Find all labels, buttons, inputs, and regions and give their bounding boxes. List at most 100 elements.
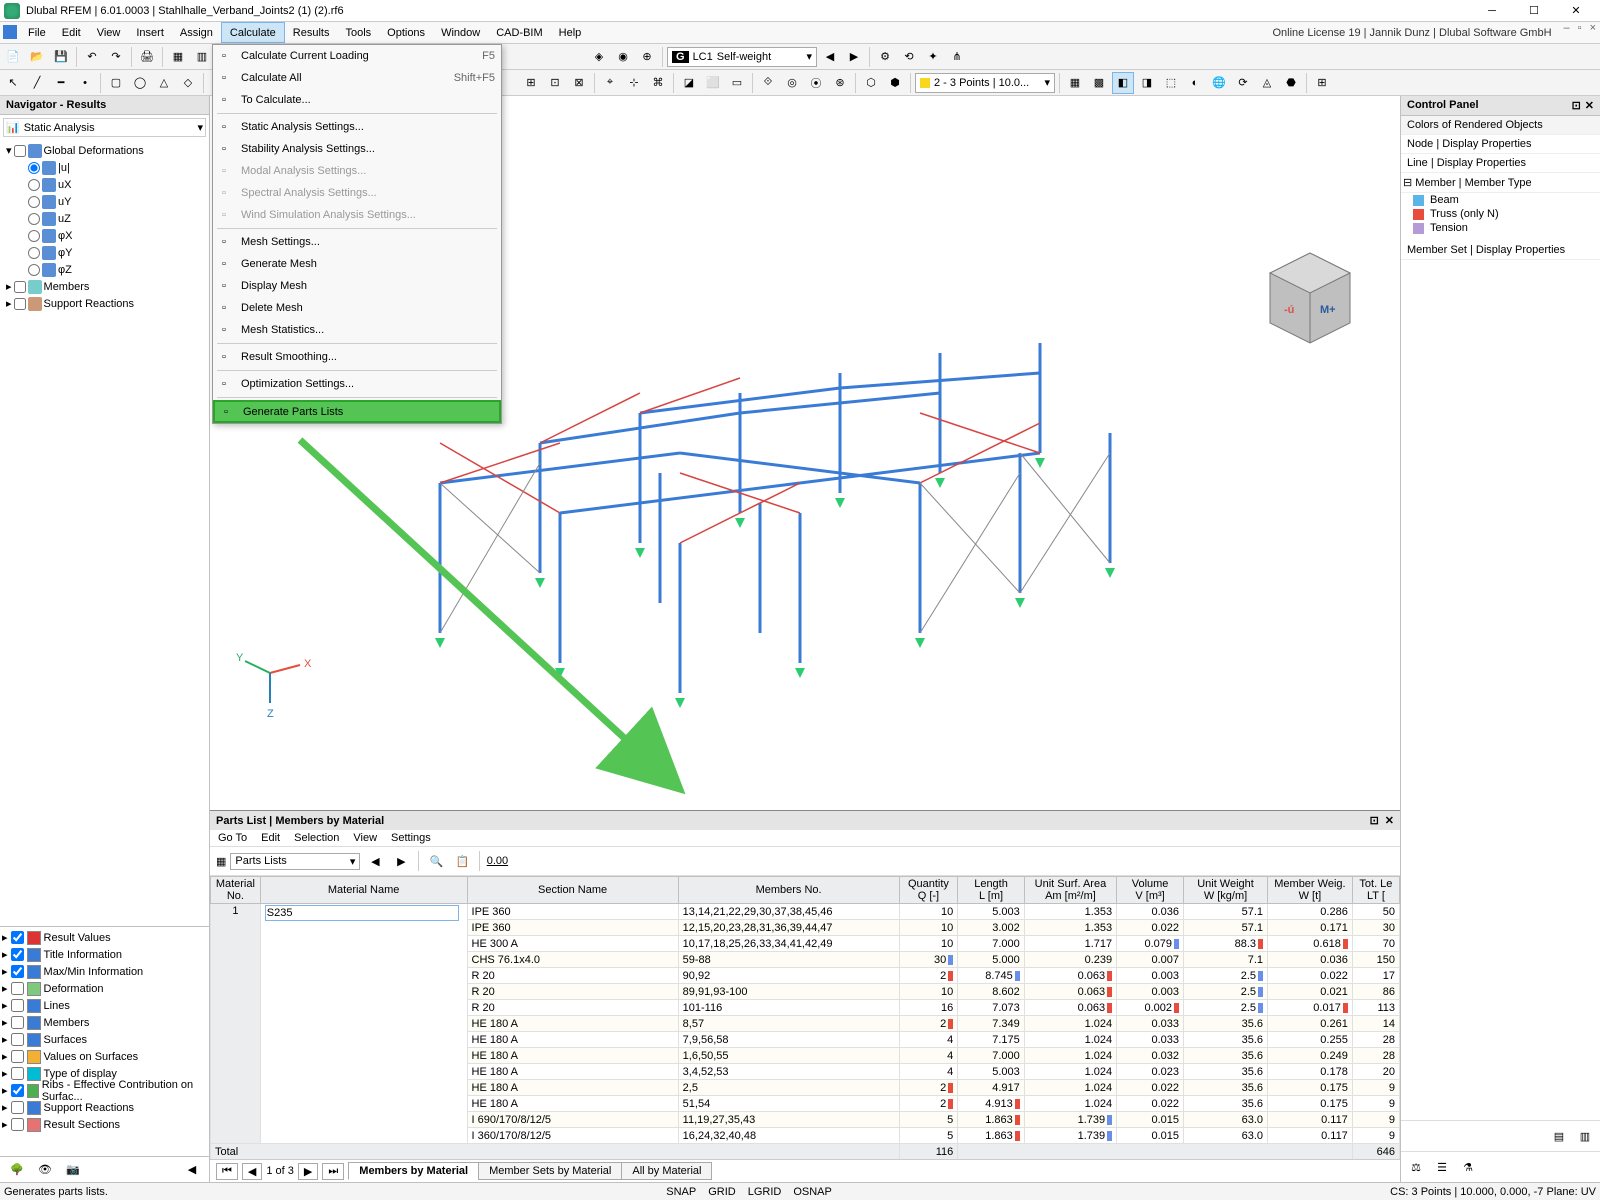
nav-option-deformation[interactable]: ▸Deformation <box>2 980 207 997</box>
tb2-r[interactable]: ▩ <box>1088 72 1110 94</box>
loadcase-selector[interactable]: G LC1 Self-weight ▾ <box>667 47 817 67</box>
tree-item-uz[interactable]: uZ <box>2 210 207 227</box>
col-header[interactable]: Unit WeightW [kg/m] <box>1184 877 1268 904</box>
nav-option-max-min-information[interactable]: ▸Max/Min Information <box>2 963 207 980</box>
view-front-button[interactable]: ▭ <box>726 72 748 94</box>
pl-prev-button[interactable]: ◀ <box>364 850 386 872</box>
navigator-type-select[interactable]: 📊 Static Analysis ▾ <box>3 118 206 137</box>
material-name-input[interactable] <box>265 905 459 921</box>
pl-first-button[interactable]: ⏮ <box>216 1163 238 1180</box>
tb2-b[interactable]: ◯ <box>129 72 151 94</box>
menuitem-stability-analysis-settings[interactable]: ▫Stability Analysis Settings... <box>213 138 501 160</box>
new-button[interactable]: 📄 <box>2 46 24 68</box>
nav-option-surfaces[interactable]: ▸Surfaces <box>2 1031 207 1048</box>
pl-menu-edit[interactable]: Edit <box>261 832 280 844</box>
pl-tab-all-by-material[interactable]: All by Material <box>621 1162 712 1180</box>
cp-btn-b[interactable]: ▥ <box>1574 1125 1596 1147</box>
snap-combo[interactable]: 2 - 3 Points | 10.0... ▾ <box>915 73 1055 93</box>
nav-btn-cam[interactable]: 📷 <box>62 1159 84 1181</box>
close-button[interactable]: ✕ <box>1556 0 1596 22</box>
redo-button[interactable]: ↷ <box>105 46 127 68</box>
col-header[interactable]: Members No. <box>678 877 899 904</box>
tb2-h[interactable]: ⌖ <box>599 72 621 94</box>
menu-results[interactable]: Results <box>285 22 338 43</box>
tb2-c[interactable]: △ <box>153 72 175 94</box>
pl-menu-view[interactable]: View <box>353 832 377 844</box>
view-iso-button[interactable]: ◪ <box>678 72 700 94</box>
nav-option-values-on-surfaces[interactable]: ▸Values on Surfaces <box>2 1048 207 1065</box>
col-header[interactable]: Tot. LeLT [ <box>1352 877 1399 904</box>
tb2-j[interactable]: ⌘ <box>647 72 669 94</box>
print-button[interactable]: 🖨 <box>136 46 158 68</box>
menuitem-generate-mesh[interactable]: ▫Generate Mesh <box>213 253 501 275</box>
cp-line-0[interactable]: Node | Display Properties <box>1401 135 1600 154</box>
lc-next-button[interactable]: ▶ <box>843 46 865 68</box>
node-button[interactable]: • <box>74 72 96 94</box>
pl-menu-settings[interactable]: Settings <box>391 832 431 844</box>
pl-decimals-button[interactable]: 0.00 <box>486 850 508 872</box>
menu-options[interactable]: Options <box>379 22 433 43</box>
menuitem-mesh-statistics[interactable]: ▫Mesh Statistics... <box>213 319 501 341</box>
menuitem-mesh-settings[interactable]: ▫Mesh Settings... <box>213 231 501 253</box>
col-header[interactable]: MaterialNo. <box>211 877 261 904</box>
nav-option-result-values[interactable]: ▸Result Values <box>2 929 207 946</box>
tb2-q[interactable]: ▦ <box>1064 72 1086 94</box>
tb2-z[interactable]: ⊞ <box>1311 72 1333 94</box>
menu-calculate[interactable]: Calculate <box>221 22 285 43</box>
menu-window[interactable]: Window <box>433 22 488 43</box>
tb-btn-i[interactable]: ✦ <box>922 46 944 68</box>
panel-close-icon[interactable]: ✕ <box>1585 99 1594 112</box>
tb2-f[interactable]: ⊡ <box>544 72 566 94</box>
col-header[interactable]: QuantityQ [-] <box>899 877 958 904</box>
mdi-close-icon[interactable]: × <box>1590 22 1596 43</box>
pl-last-button[interactable]: ⏭ <box>322 1163 344 1180</box>
nav-option-members[interactable]: ▸Members <box>2 1014 207 1031</box>
tree-item-px[interactable]: φX <box>2 227 207 244</box>
tb2-w[interactable]: ⟳ <box>1232 72 1254 94</box>
parts-list-type-select[interactable]: Parts Lists ▾ <box>230 853 360 870</box>
tb2-globe[interactable]: 🌐 <box>1208 72 1230 94</box>
tb-btn-b[interactable]: ▥ <box>191 46 213 68</box>
menu-insert[interactable]: Insert <box>128 22 172 43</box>
tb2-o[interactable]: ⬡ <box>860 72 882 94</box>
cp-line-1[interactable]: Line | Display Properties <box>1401 154 1600 173</box>
tb2-y[interactable]: ⬣ <box>1280 72 1302 94</box>
col-header[interactable]: Member Weig.W [t] <box>1268 877 1353 904</box>
status-osnap[interactable]: OSNAP <box>793 1186 832 1198</box>
tree-item-global-def[interactable]: ▾Global Deformations <box>2 142 207 159</box>
col-header[interactable]: Section Name <box>467 877 678 904</box>
view-top-button[interactable]: ⬜ <box>702 72 724 94</box>
tb2-k[interactable]: ⟐ <box>757 72 779 94</box>
lc-prev-button[interactable]: ◀ <box>819 46 841 68</box>
menuitem-to-calculate[interactable]: ▫To Calculate... <box>213 89 501 111</box>
tb-btn-d[interactable]: ◈ <box>588 46 610 68</box>
col-header[interactable]: VolumeV [m³] <box>1117 877 1184 904</box>
cp-tab-scale[interactable]: ⚖ <box>1405 1156 1427 1178</box>
tree-item-members[interactable]: ▸Members <box>2 278 207 295</box>
tree-item-py[interactable]: φY <box>2 244 207 261</box>
nav-option-result-sections[interactable]: ▸Result Sections <box>2 1116 207 1133</box>
cp-member-set[interactable]: Member Set | Display Properties <box>1401 241 1600 260</box>
nav-btn-prev[interactable]: ◀ <box>181 1159 203 1181</box>
tb2-d[interactable]: ◇ <box>177 72 199 94</box>
menuitem-optimization-settings[interactable]: ▫Optimization Settings... <box>213 373 501 395</box>
menuitem-result-smoothing[interactable]: ▫Result Smoothing... <box>213 346 501 368</box>
tb2-s-active[interactable]: ◧ <box>1112 72 1134 94</box>
tree-item-u[interactable]: |u| <box>2 159 207 176</box>
status-lgrid[interactable]: LGRID <box>748 1186 782 1198</box>
pl-copy-button[interactable]: 📋 <box>451 850 473 872</box>
col-header[interactable]: Material Name <box>260 877 467 904</box>
member-button[interactable]: ━ <box>50 72 72 94</box>
nav-btn-eye[interactable]: 👁 <box>34 1159 56 1181</box>
menu-help[interactable]: Help <box>551 22 590 43</box>
tree-item-support[interactable]: ▸Support Reactions <box>2 295 207 312</box>
tb2-t[interactable]: ◨ <box>1136 72 1158 94</box>
col-header[interactable]: Unit Surf. AreaAm [m²/m] <box>1024 877 1116 904</box>
menu-cad-bim[interactable]: CAD-BIM <box>488 22 550 43</box>
tb2-x[interactable]: ◬ <box>1256 72 1278 94</box>
tb2-e[interactable]: ⊞ <box>520 72 542 94</box>
pl-tab-member-sets-by-material[interactable]: Member Sets by Material <box>478 1162 622 1180</box>
mdi-minimize-icon[interactable]: – <box>1564 22 1570 43</box>
col-header[interactable]: LengthL [m] <box>958 877 1025 904</box>
cp-line-2[interactable]: ⊟ Member | Member Type <box>1401 173 1600 193</box>
